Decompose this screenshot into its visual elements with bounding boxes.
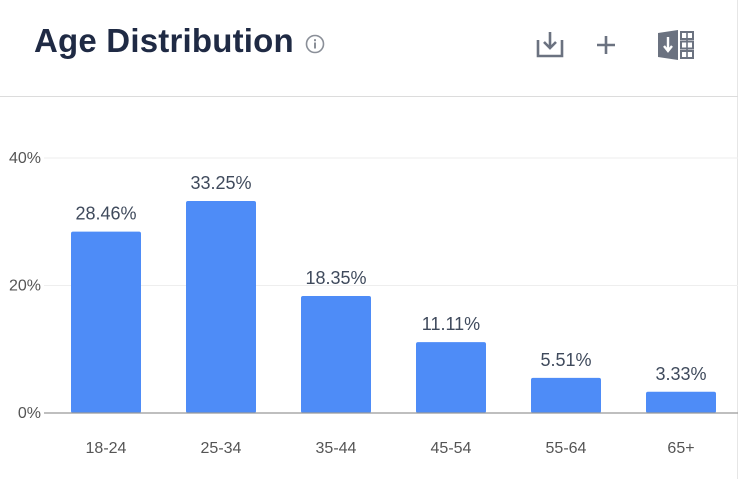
info-icon[interactable] — [305, 34, 325, 54]
excel-export-icon[interactable] — [656, 28, 696, 62]
x-tick-label: 25-34 — [201, 440, 242, 457]
data-label: 3.33% — [655, 364, 706, 384]
data-label: 33.25% — [190, 173, 251, 193]
data-label: 5.51% — [540, 350, 591, 370]
x-tick-label: 45-54 — [431, 440, 472, 457]
download-icon[interactable] — [534, 28, 566, 60]
y-tick-label: 20% — [9, 278, 41, 295]
data-labels: 28.46% 33.25% 18.35% 11.11% 5.51% 3.33% — [75, 173, 706, 384]
x-axis-tick-labels: 18-24 25-34 35-44 45-54 55-64 65+ — [86, 440, 695, 457]
card-header: Age Distribution — [0, 0, 738, 97]
chart-title: Age Distribution — [34, 22, 294, 59]
bar — [416, 342, 486, 413]
bar-chart: 0% 20% 40% 28.46% 33.25% 18.35% 11.11% 5.51% 3.… — [9, 150, 738, 457]
y-tick-label: 40% — [9, 150, 41, 167]
x-tick-label: 65+ — [667, 440, 694, 457]
x-tick-label: 55-64 — [546, 440, 587, 457]
y-tick-label: 0% — [18, 405, 41, 422]
plus-icon[interactable] — [592, 28, 620, 60]
bar — [646, 391, 716, 413]
data-label: 18.35% — [305, 268, 366, 288]
x-tick-label: 18-24 — [86, 440, 127, 457]
bars — [71, 201, 716, 413]
bar — [71, 231, 141, 413]
y-axis-tick-labels: 0% 20% 40% — [9, 150, 41, 422]
data-label: 11.11% — [422, 314, 480, 334]
bar — [531, 377, 601, 413]
data-label: 28.46% — [75, 204, 136, 224]
bar — [186, 201, 256, 413]
bar — [301, 296, 371, 413]
grid-lines — [44, 157, 738, 286]
x-tick-label: 35-44 — [316, 440, 357, 457]
